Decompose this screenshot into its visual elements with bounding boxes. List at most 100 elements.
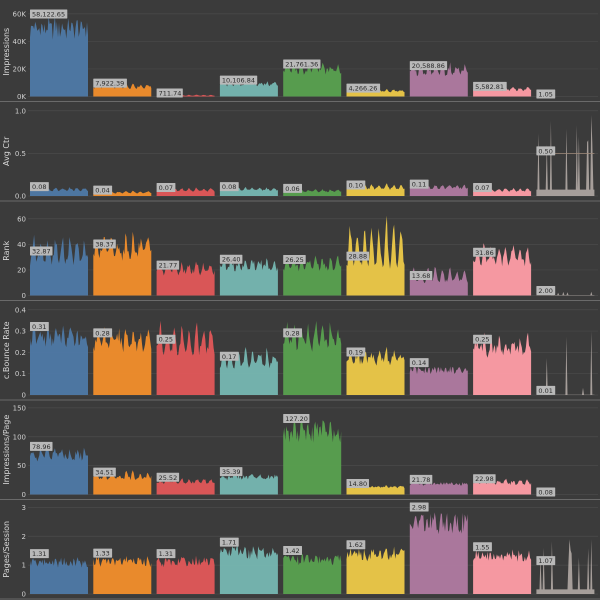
group-area — [156, 261, 215, 296]
metric-row: 0 1 2 3 Pages/Session 1.31 1.33 1.31 1.71 1.42 1.6… — [0, 502, 600, 600]
group-area — [473, 243, 532, 296]
group-area — [346, 215, 405, 296]
tick-label: 0.3 — [15, 328, 26, 336]
value-label: 14.80 — [349, 480, 368, 488]
value-label-box — [219, 351, 239, 361]
group-area — [30, 557, 88, 594]
group-area — [283, 254, 342, 296]
value-label-box — [283, 328, 302, 338]
tick-label: 0.5 — [15, 150, 26, 158]
value-label-box — [346, 180, 366, 190]
value-label-box — [346, 347, 366, 357]
value-label-box — [93, 239, 116, 249]
group-area — [536, 115, 595, 196]
value-label: 26.25 — [285, 256, 304, 264]
group-area — [283, 320, 342, 395]
group-area — [93, 326, 152, 395]
value-label: 20,588.86 — [412, 62, 445, 70]
value-label-box — [283, 183, 302, 193]
value-label-box — [536, 146, 556, 156]
value-label-box — [346, 478, 369, 488]
group-area — [473, 549, 532, 594]
value-label: 13.68 — [412, 272, 431, 280]
value-label: 38.37 — [95, 240, 114, 248]
value-label-box — [156, 183, 176, 193]
group-area — [409, 482, 468, 495]
axis-title: Impressions — [2, 28, 11, 76]
value-label: 78.96 — [32, 443, 51, 451]
value-label: 1.55 — [475, 543, 489, 551]
value-label-box — [93, 467, 116, 477]
group-area — [283, 553, 342, 594]
value-label: 0.19 — [349, 349, 363, 357]
value-label: 1.05 — [538, 90, 552, 98]
tick-label: 20K — [13, 65, 27, 73]
group-area — [156, 187, 215, 196]
value-label-box — [283, 414, 310, 424]
group-area — [536, 539, 595, 594]
value-label: 0.08 — [222, 183, 236, 191]
value-label: 0.06 — [285, 185, 299, 193]
value-label-box — [409, 502, 429, 512]
value-label-box — [473, 247, 496, 257]
value-label-box — [30, 9, 68, 19]
value-label-box — [473, 183, 492, 193]
value-label-box — [473, 474, 496, 484]
value-label-box — [283, 254, 306, 264]
tick-label: 0.1 — [15, 370, 26, 378]
group-area — [156, 320, 215, 395]
value-label: 26.40 — [222, 256, 241, 264]
value-label: 7,922.39 — [95, 80, 124, 88]
tick-label: 40K — [13, 38, 27, 46]
value-label-box — [283, 59, 321, 69]
tick-label: 60K — [13, 10, 27, 18]
value-label: 10,106.84 — [222, 77, 255, 85]
metric-row: 0.0 0.5 1.0 Avg Ctr 0.08 0.04 0.07 0.08 0.06 0.10… — [0, 107, 600, 202]
value-label-box — [156, 334, 176, 344]
value-label: 1.31 — [32, 550, 46, 558]
group-area — [219, 347, 278, 395]
value-label: 5,582.81 — [475, 83, 504, 91]
value-label-box — [219, 537, 239, 547]
value-label: 0.28 — [95, 329, 109, 337]
value-label-box — [30, 549, 49, 559]
value-label-box — [536, 385, 556, 395]
tick-label: 150 — [13, 404, 26, 412]
tick-label: 50 — [17, 462, 26, 470]
axis-title: Pages/Session — [2, 521, 11, 578]
axis-title: Impressions/Page — [2, 415, 11, 485]
value-label: 1.71 — [222, 539, 236, 547]
group-area — [409, 512, 468, 594]
tick-label: 100 — [13, 433, 26, 441]
value-label-box — [156, 260, 180, 270]
tick-label: 2 — [22, 533, 26, 541]
group-area — [283, 417, 342, 495]
group-area — [219, 545, 278, 594]
value-label-box — [93, 328, 113, 338]
value-label-box — [93, 185, 113, 195]
value-label-box — [473, 81, 507, 91]
group-area — [473, 332, 532, 395]
value-label-box — [409, 61, 448, 71]
value-label-box — [536, 285, 556, 295]
value-label: 1.31 — [159, 550, 173, 558]
value-label-box — [536, 487, 556, 497]
group-area — [409, 267, 468, 296]
group-area — [473, 187, 532, 196]
value-label: 0.25 — [159, 336, 173, 344]
tick-label: 0 — [22, 591, 26, 599]
value-label-box — [30, 182, 49, 192]
tick-label: 0 — [22, 491, 26, 499]
value-label: 0.25 — [475, 336, 489, 344]
value-label-box — [409, 358, 429, 368]
group-area — [346, 546, 405, 594]
value-label-box — [156, 549, 176, 559]
value-label-box — [30, 441, 53, 451]
axis-title: Avg Ctr — [2, 136, 11, 166]
value-label: 58,122.65 — [32, 10, 65, 18]
tick-label: 3 — [22, 504, 26, 512]
value-label: 0.01 — [538, 387, 552, 395]
group-area — [473, 86, 532, 97]
group-area — [156, 478, 215, 495]
group-area — [219, 81, 278, 97]
